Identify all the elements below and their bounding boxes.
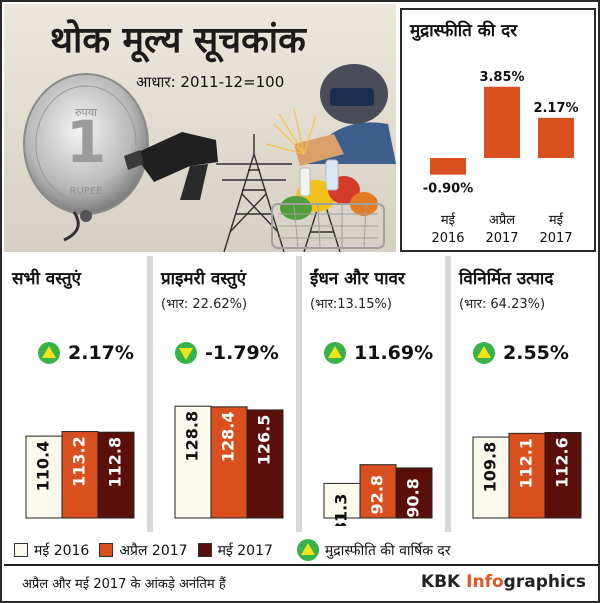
hero-art: 1 रुपया RUPEE xyxy=(4,4,396,252)
legend-item-may-2017: मई 2017 xyxy=(197,541,273,560)
fuel-nozzle-icon xyxy=(124,132,218,200)
svg-text:RUPEE: RUPEE xyxy=(70,186,103,197)
panel-manufactured-products: विनिर्मित उत्पाद (भार: 64.23%) 2.55% 109.8 1… xyxy=(451,256,598,532)
triangle-down-icon xyxy=(175,342,197,364)
hero-illustration: 1 रुपया RUPEE xyxy=(4,4,396,252)
legend-swatch xyxy=(197,543,212,557)
inflation-rate-panel: -0.90% मई 2016 3.85% अप्रैल 2017 2.17% मई 2017 म… xyxy=(400,8,596,252)
annual-change: 2.55% xyxy=(473,342,569,364)
inflation-value-label: -0.90% xyxy=(423,182,474,197)
inflation-value-label: 3.85% xyxy=(479,70,524,85)
inflation-year-label: 2017 xyxy=(485,231,518,246)
inflation-bar xyxy=(484,86,520,158)
index-bar xyxy=(210,406,248,519)
rupee-coin-icon: 1 रुपया RUPEE xyxy=(23,73,149,242)
panel-primary-articles: प्राइमरी वस्तुएं (भार: 22.62%) -1.79% 128.8… xyxy=(153,256,296,532)
index-bar xyxy=(246,409,284,519)
legend: मई 2016 अप्रैल 2017 मई 2017 मुद्रास्फीति… xyxy=(14,538,594,562)
inflation-year-label: 2017 xyxy=(539,231,572,246)
panel-weight: (भार: 22.62%) xyxy=(161,297,248,312)
panel-all-commodities: सभी वस्तुएं 2.17% 110.4 113.2 112.8 xyxy=(4,256,147,532)
index-value-label: 90.8 xyxy=(404,478,423,517)
triangle-up-icon xyxy=(473,342,495,364)
sparks-icon xyxy=(265,108,317,155)
credit-rest: graphics xyxy=(503,572,586,592)
index-bar-chart: 128.8 128.4 126.5 xyxy=(174,405,284,519)
index-value-label: 128.8 xyxy=(183,411,202,462)
index-bar xyxy=(323,482,361,519)
legend-item-may-2016: मई 2016 xyxy=(14,541,89,560)
legend-item-annual-rate: मुद्रास्फीति की वार्षिक दर xyxy=(296,539,451,561)
index-value-label: 112.6 xyxy=(553,437,572,488)
panel-fuel-power: ईंधन और पावर (भार:13.15%) 11.69% 81.3 92.8 90… xyxy=(302,256,445,532)
inflation-rate-title: मुद्रास्फीति की दर xyxy=(410,21,518,41)
svg-text:रुपया: रुपया xyxy=(75,106,97,119)
credit-logo: KBK Infographics xyxy=(421,572,586,592)
legend-label: मई 2017 xyxy=(217,542,273,559)
footnote: अप्रैल और मई 2017 के आंकड़े अनंतिम हैं xyxy=(22,577,226,592)
index-value-label: 128.4 xyxy=(219,412,238,463)
index-value-label: 126.5 xyxy=(255,415,274,466)
inflation-period-label: अप्रैल xyxy=(489,212,515,228)
page-title: थोक मूल्य सूचकांक xyxy=(50,20,306,61)
index-bar xyxy=(395,467,433,519)
index-bar-chart: 81.3 92.8 90.8 xyxy=(323,464,433,526)
index-bar xyxy=(61,431,99,519)
index-value-label: 92.8 xyxy=(368,475,387,514)
inflation-period-label: मई xyxy=(549,212,564,228)
panel-title: सभी वस्तुएं xyxy=(12,269,81,289)
inflation-rate-chart: -0.90% मई 2016 3.85% अप्रैल 2017 2.17% मई 2017 xyxy=(423,70,579,246)
panel-title: प्राइमरी वस्तुएं xyxy=(161,269,247,289)
index-value-label: 112.8 xyxy=(106,437,125,488)
panel-title: ईंधन और पावर xyxy=(310,269,405,289)
index-bar xyxy=(359,464,397,519)
index-value-label: 110.4 xyxy=(34,441,53,492)
index-bar-chart: 110.4 113.2 112.8 xyxy=(25,431,135,519)
inflation-period-label: मई xyxy=(441,212,456,228)
inflation-bar xyxy=(430,158,466,175)
index-bar-chart: 109.8 112.1 112.6 xyxy=(472,432,582,519)
legend-item-april-2017: अप्रैल 2017 xyxy=(99,541,188,560)
credit-brand: KBK xyxy=(420,572,467,592)
triangle-up-icon xyxy=(38,342,60,364)
svg-text:1: 1 xyxy=(66,108,106,176)
panel-weight: (भार: 64.23%) xyxy=(459,297,546,312)
panel-weight: (भार:13.15%) xyxy=(310,297,392,312)
panel-divider xyxy=(296,256,302,532)
legend-label: मुद्रास्फीति की वार्षिक दर xyxy=(324,542,451,559)
legend-label: अप्रैल 2017 xyxy=(119,542,188,559)
annual-change: 2.17% xyxy=(38,342,134,364)
inflation-bar xyxy=(538,117,574,158)
index-bar xyxy=(472,436,510,519)
panel-divider xyxy=(147,256,153,532)
index-value-label: 112.1 xyxy=(517,438,536,489)
annual-change: -1.79% xyxy=(175,342,279,364)
legend-label: मई 2016 xyxy=(34,542,90,559)
index-bar xyxy=(174,405,212,519)
annual-change: 11.69% xyxy=(324,342,433,364)
annual-rate-indicator-icon xyxy=(296,539,319,561)
panel-title: विनिर्मित उत्पाद xyxy=(459,269,554,289)
inflation-year-label: 2016 xyxy=(431,231,464,246)
footer-divider xyxy=(4,564,598,566)
legend-swatch xyxy=(99,543,114,557)
index-bar xyxy=(97,431,135,519)
annual-change-value: 2.55% xyxy=(503,342,569,364)
grocery-basket-icon xyxy=(271,159,385,249)
legend-swatch xyxy=(14,543,28,557)
index-bar xyxy=(544,432,582,519)
triangle-up-icon xyxy=(324,342,346,364)
index-value-label: 81.3 xyxy=(332,494,351,526)
panel-divider xyxy=(445,256,451,532)
index-value-label: 113.2 xyxy=(70,436,89,487)
credit-accent: Info xyxy=(466,572,504,592)
inflation-value-label: 2.17% xyxy=(533,101,578,116)
annual-change-value: -1.79% xyxy=(205,342,279,364)
index-value-label: 109.8 xyxy=(481,442,500,493)
base-year-note: आधार: 2011-12=100 xyxy=(136,73,285,91)
annual-change-value: 2.17% xyxy=(68,342,134,364)
welder-icon xyxy=(294,64,396,166)
annual-change-value: 11.69% xyxy=(354,342,434,364)
